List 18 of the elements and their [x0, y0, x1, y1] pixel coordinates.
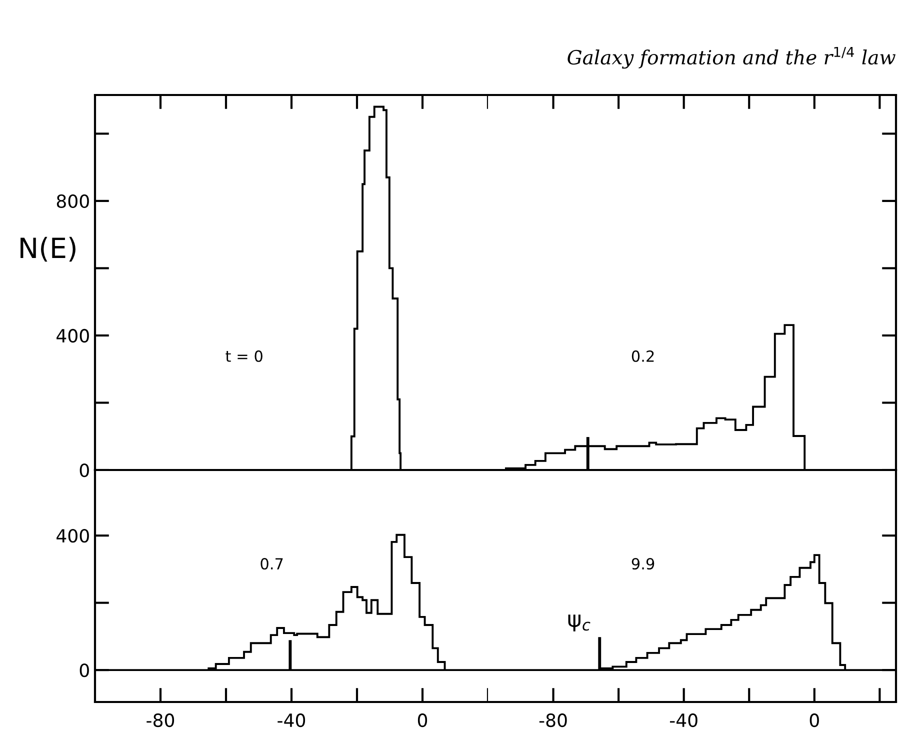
x-tick-label: 0: [418, 713, 428, 728]
x-tick-label: -40: [670, 713, 698, 728]
annotation: 9.9: [632, 558, 654, 570]
annotation: t = 0: [226, 350, 262, 362]
chart-title: Galaxy formation and the r$^{1/4}$ law: [568, 46, 896, 69]
y-tick-label: 800: [56, 194, 89, 208]
y-tick-label: 400: [56, 529, 89, 543]
annotation: 0.2: [632, 350, 654, 362]
x-tick-label: 0: [810, 713, 819, 728]
x-tick-label: -80: [539, 713, 567, 728]
x-tick-label: -40: [278, 713, 306, 728]
y-tick-label: 400: [56, 328, 89, 343]
x-tick-label: -80: [146, 713, 174, 728]
annotation: 0.7: [260, 558, 283, 570]
y-tick-label: 0: [80, 664, 89, 678]
annotation: ψ$_{c}$: [568, 614, 590, 632]
y-tick-label: 0: [80, 463, 89, 478]
y-axis-title: N(E): [20, 236, 76, 262]
